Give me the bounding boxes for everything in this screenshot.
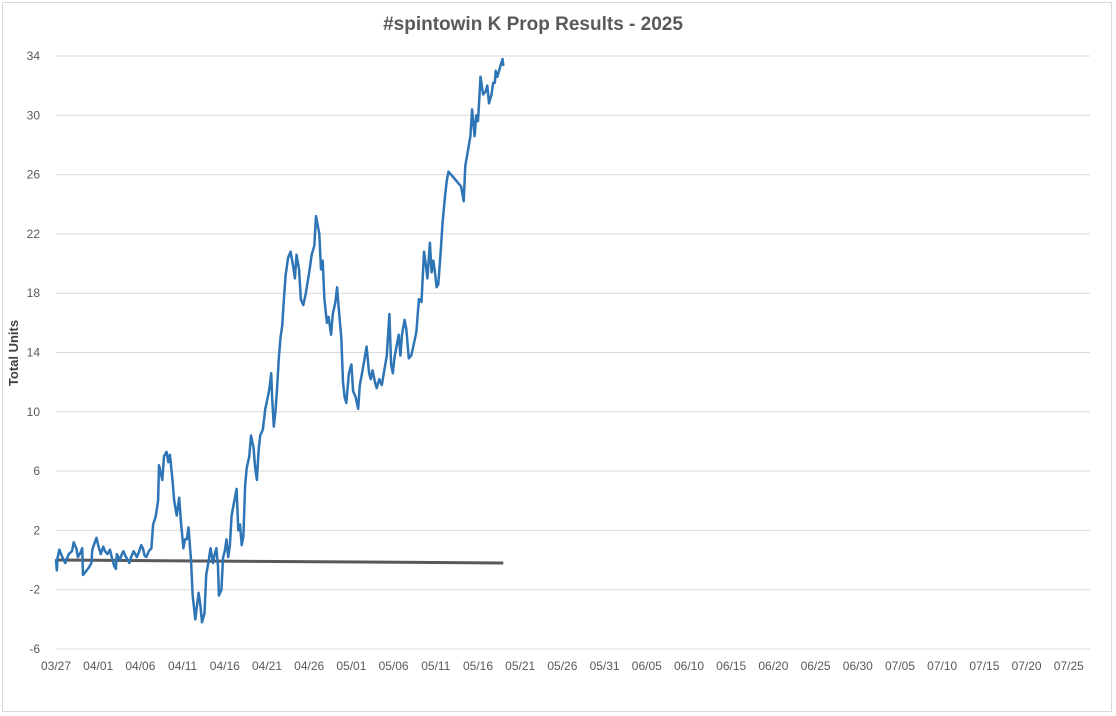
series-layer: [54, 57, 505, 624]
x-tick-label: 04/11: [168, 659, 197, 673]
x-tick-label: 05/06: [379, 659, 409, 673]
y-tick-label: 34: [27, 49, 41, 63]
x-tick-label: 07/20: [1012, 659, 1042, 673]
x-tick-label: 06/25: [801, 659, 831, 673]
y-tick-label: 18: [27, 286, 41, 300]
x-tick-label: 05/11: [421, 659, 450, 673]
y-axis-label: Total Units: [6, 320, 21, 386]
chart-title: #spintowin K Prop Results - 2025: [383, 14, 683, 35]
x-tick-label: 05/26: [547, 659, 577, 673]
y-tick-label: 2: [33, 523, 40, 537]
x-tick-label: 07/25: [1054, 659, 1084, 673]
x-tick-label: 04/21: [252, 659, 282, 673]
y-tick-label: 26: [27, 168, 41, 182]
x-tick-label: 04/01: [83, 659, 113, 673]
x-tick-label: 05/01: [336, 659, 366, 673]
gridlines: [56, 55, 1090, 650]
x-tick-label: 05/31: [590, 659, 620, 673]
x-tick-label: 06/30: [843, 659, 873, 673]
y-tick-label: -6: [29, 642, 40, 656]
x-tick-label: 04/06: [125, 659, 155, 673]
x-tick-label: 07/15: [969, 659, 999, 673]
y-tick-label: 10: [27, 405, 41, 419]
zero-baseline-line: [55, 558, 504, 565]
y-tick-label: 14: [27, 346, 41, 360]
x-tick-label: 04/26: [294, 659, 324, 673]
x-tick-label: 03/27: [41, 659, 71, 673]
total-units-series-line: [54, 57, 505, 624]
x-tick-label: 05/21: [505, 659, 535, 673]
y-tick-label: 30: [27, 108, 41, 122]
x-tick-label: 07/10: [927, 659, 957, 673]
x-tick-label: 06/10: [674, 659, 704, 673]
x-tick-label: 05/16: [463, 659, 493, 673]
x-tick-label: 06/05: [632, 659, 662, 673]
x-tick-label: 06/15: [716, 659, 746, 673]
y-tick-label: 22: [27, 227, 41, 241]
x-tick-label: 04/16: [210, 659, 240, 673]
x-tick-label: 06/20: [758, 659, 788, 673]
y-tick-label: 6: [33, 464, 40, 478]
x-tick-label: 07/05: [885, 659, 915, 673]
y-tick-label: -2: [29, 583, 40, 597]
x-tick-labels: 03/27 04/01 04/06 04/11 04/16 04/21 04/26 05/01…: [41, 659, 1084, 673]
